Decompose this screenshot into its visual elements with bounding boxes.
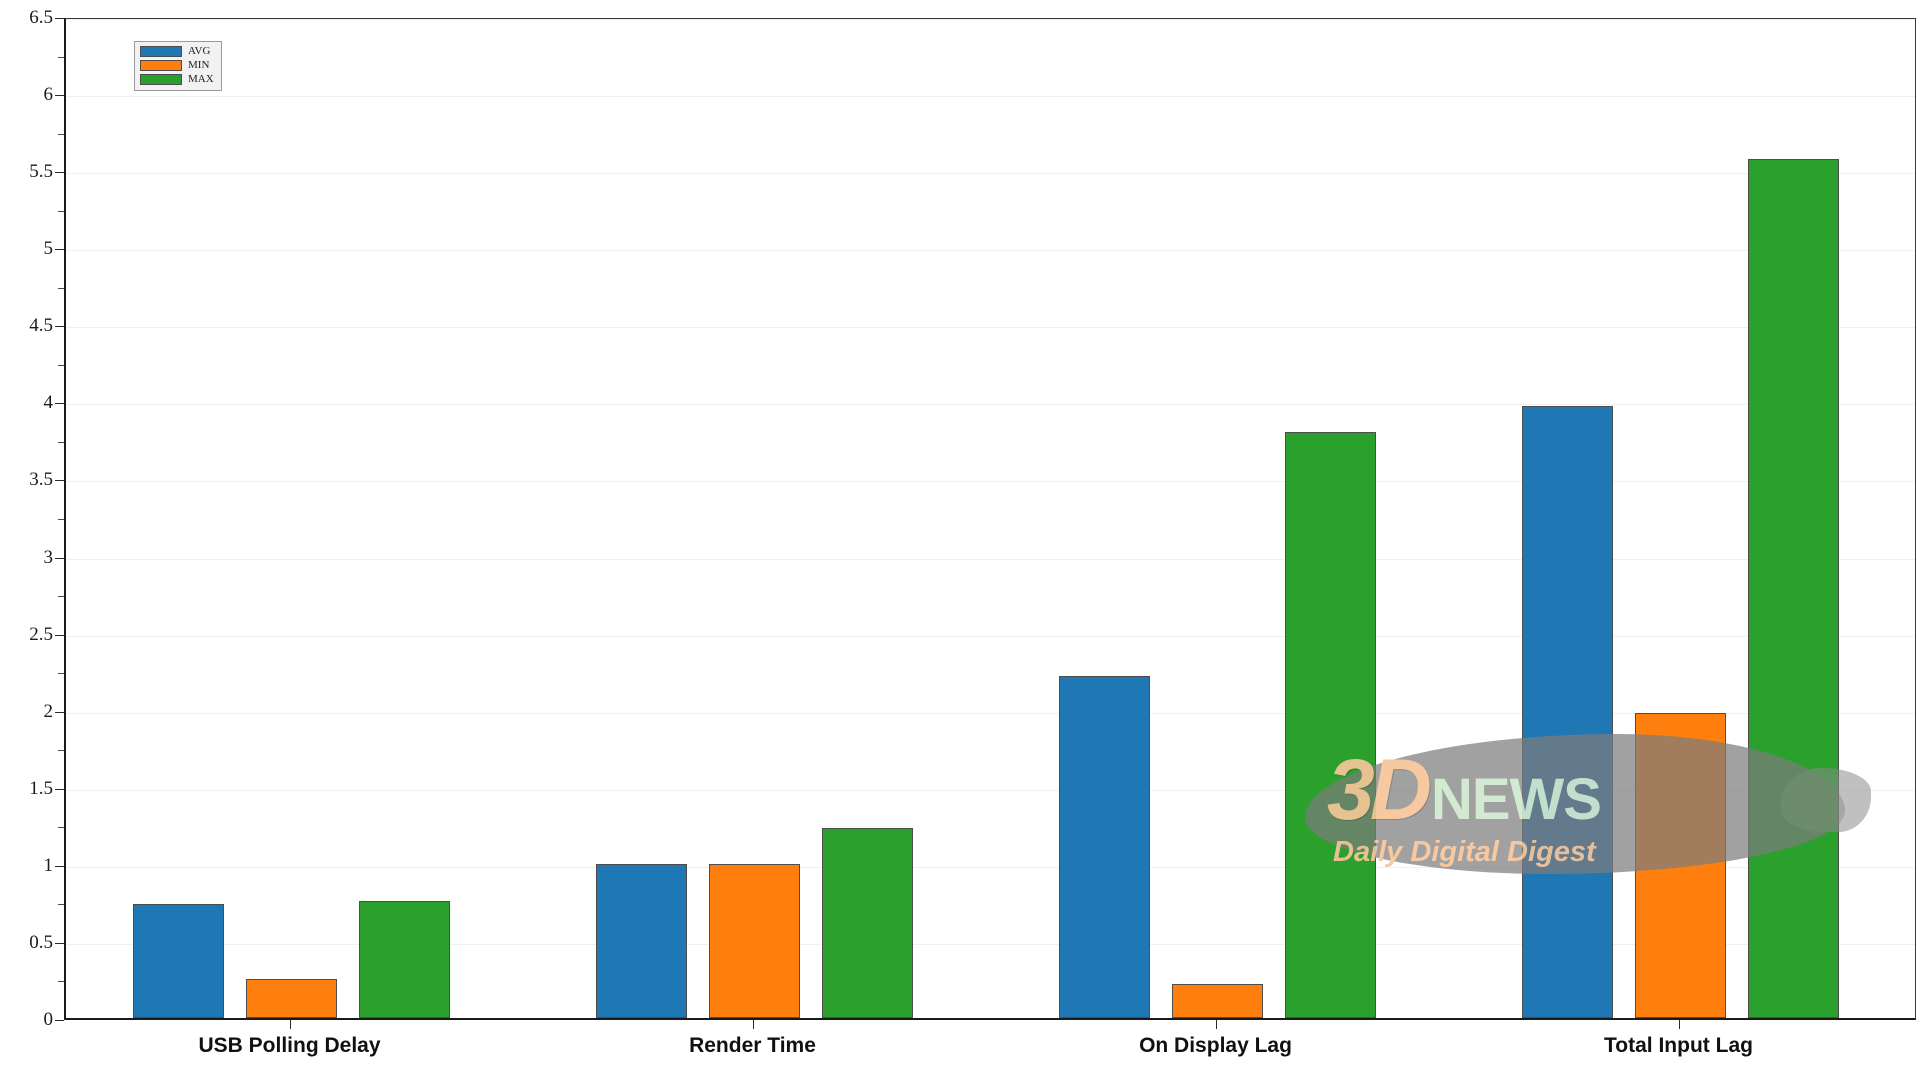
x-axis-category-label: USB Polling Delay xyxy=(198,1034,381,1057)
y-axis-minor-tick xyxy=(58,596,64,598)
y-axis-tick-mark xyxy=(55,326,64,328)
x-axis-tick-mark xyxy=(289,1020,291,1029)
y-axis-tick-mark xyxy=(55,18,64,19)
y-axis-tick-label: 4 xyxy=(43,392,54,414)
y-axis-tick-label: 0.5 xyxy=(29,931,53,953)
bar-min xyxy=(246,979,337,1018)
gridline xyxy=(66,96,1915,98)
y-axis-tick-mark xyxy=(55,942,64,944)
y-axis-tick-label: 5.5 xyxy=(29,161,53,183)
bar-max xyxy=(822,828,913,1018)
x-axis-tick-mark xyxy=(1215,1020,1217,1029)
bar-group xyxy=(596,19,913,1018)
bar-avg xyxy=(596,863,687,1018)
y-axis-tick-label: 2 xyxy=(43,700,54,722)
y-axis-minor-tick xyxy=(58,750,64,752)
x-axis-tick-mark xyxy=(752,1020,754,1029)
gridline xyxy=(66,558,1915,560)
y-axis-minor-tick xyxy=(58,519,64,520)
bar-min xyxy=(1635,712,1726,1018)
legend-swatch-min xyxy=(140,60,182,71)
y-axis-minor-tick xyxy=(58,56,64,58)
y-axis-tick-mark xyxy=(55,95,64,97)
x-axis-category-label: Render Time xyxy=(689,1034,816,1057)
y-axis-tick-label: 4.5 xyxy=(29,315,53,337)
bar-group xyxy=(1522,19,1839,1018)
bar-max xyxy=(359,900,450,1018)
y-axis-tick-mark xyxy=(55,403,64,405)
y-axis-tick-mark xyxy=(55,172,64,174)
legend-swatch-avg xyxy=(140,46,182,57)
y-axis-minor-tick xyxy=(58,981,64,983)
y-axis-tick-label: 5 xyxy=(43,238,54,260)
y-axis-minor-tick xyxy=(58,827,64,829)
gridline xyxy=(66,481,1915,483)
y-axis-tick-mark xyxy=(55,1020,64,1021)
y-axis-tick-label: 2.5 xyxy=(29,623,53,645)
gridline xyxy=(66,19,1915,20)
y-axis: 0 0.5 1 1.5 2 2.5 3 3.5 4 4.5 5 5.5 6 6.5 xyxy=(0,0,64,1040)
legend-swatch-max xyxy=(140,74,182,85)
y-axis-minor-tick xyxy=(58,364,64,366)
y-axis-tick-label: 3 xyxy=(43,546,54,568)
y-axis-tick-mark xyxy=(55,788,64,790)
bar-series-container xyxy=(66,19,1915,1018)
legend-item-avg: AVG xyxy=(140,46,214,57)
y-axis-minor-tick xyxy=(58,210,64,212)
y-axis-tick-mark xyxy=(55,865,64,867)
gridline xyxy=(66,250,1915,252)
y-axis-minor-tick xyxy=(58,904,64,906)
y-axis-tick-mark xyxy=(55,557,64,559)
legend-item-min: MIN xyxy=(140,60,214,71)
bar-max xyxy=(1748,159,1839,1018)
gridline xyxy=(66,173,1915,175)
y-axis-tick-label: 1.5 xyxy=(29,777,53,799)
x-axis-category-label: Total Input Lag xyxy=(1604,1034,1753,1057)
y-axis-tick-label: 6 xyxy=(43,84,54,106)
bar-min xyxy=(1172,984,1263,1018)
bar-min xyxy=(709,863,800,1018)
gridline xyxy=(66,712,1915,714)
bar-group xyxy=(1059,19,1376,1018)
gridlines xyxy=(66,19,1915,1018)
y-axis-minor-tick xyxy=(58,673,64,675)
legend-label-max: MAX xyxy=(188,73,214,85)
bar-avg xyxy=(1059,675,1150,1018)
y-axis-tick-label: 1 xyxy=(43,854,54,876)
legend-label-min: MIN xyxy=(188,59,210,71)
gridline xyxy=(66,866,1915,868)
bar-max xyxy=(1285,432,1376,1018)
x-axis-category-label: On Display Lag xyxy=(1139,1034,1292,1057)
bar-group xyxy=(133,19,450,1018)
legend-item-max: MAX xyxy=(140,74,214,85)
y-axis-minor-tick xyxy=(58,441,64,443)
bar-avg xyxy=(1522,406,1613,1018)
y-axis-tick-label: 6.5 xyxy=(29,7,53,28)
x-axis-tick-mark xyxy=(1678,1020,1680,1029)
y-axis-tick-mark xyxy=(55,249,64,251)
y-axis-tick-label: 0 xyxy=(43,1009,54,1030)
gridline xyxy=(66,404,1915,406)
gridline xyxy=(66,789,1915,791)
x-axis: USB Polling Delay Render Time On Display L… xyxy=(64,1020,1916,1080)
y-axis-tick-label: 3.5 xyxy=(29,469,53,491)
plot-area: AVG MIN MAX xyxy=(64,18,1916,1020)
chart-legend: AVG MIN MAX xyxy=(134,41,222,91)
gridline xyxy=(66,635,1915,637)
bar-avg xyxy=(133,903,224,1018)
y-axis-tick-mark xyxy=(55,711,64,713)
gridline xyxy=(66,327,1915,329)
y-axis-minor-tick xyxy=(58,133,64,135)
legend-label-avg: AVG xyxy=(188,45,211,57)
gridline xyxy=(66,943,1915,945)
y-axis-tick-mark xyxy=(55,634,64,636)
y-axis-minor-tick xyxy=(58,287,64,289)
y-axis-tick-mark xyxy=(55,480,64,482)
